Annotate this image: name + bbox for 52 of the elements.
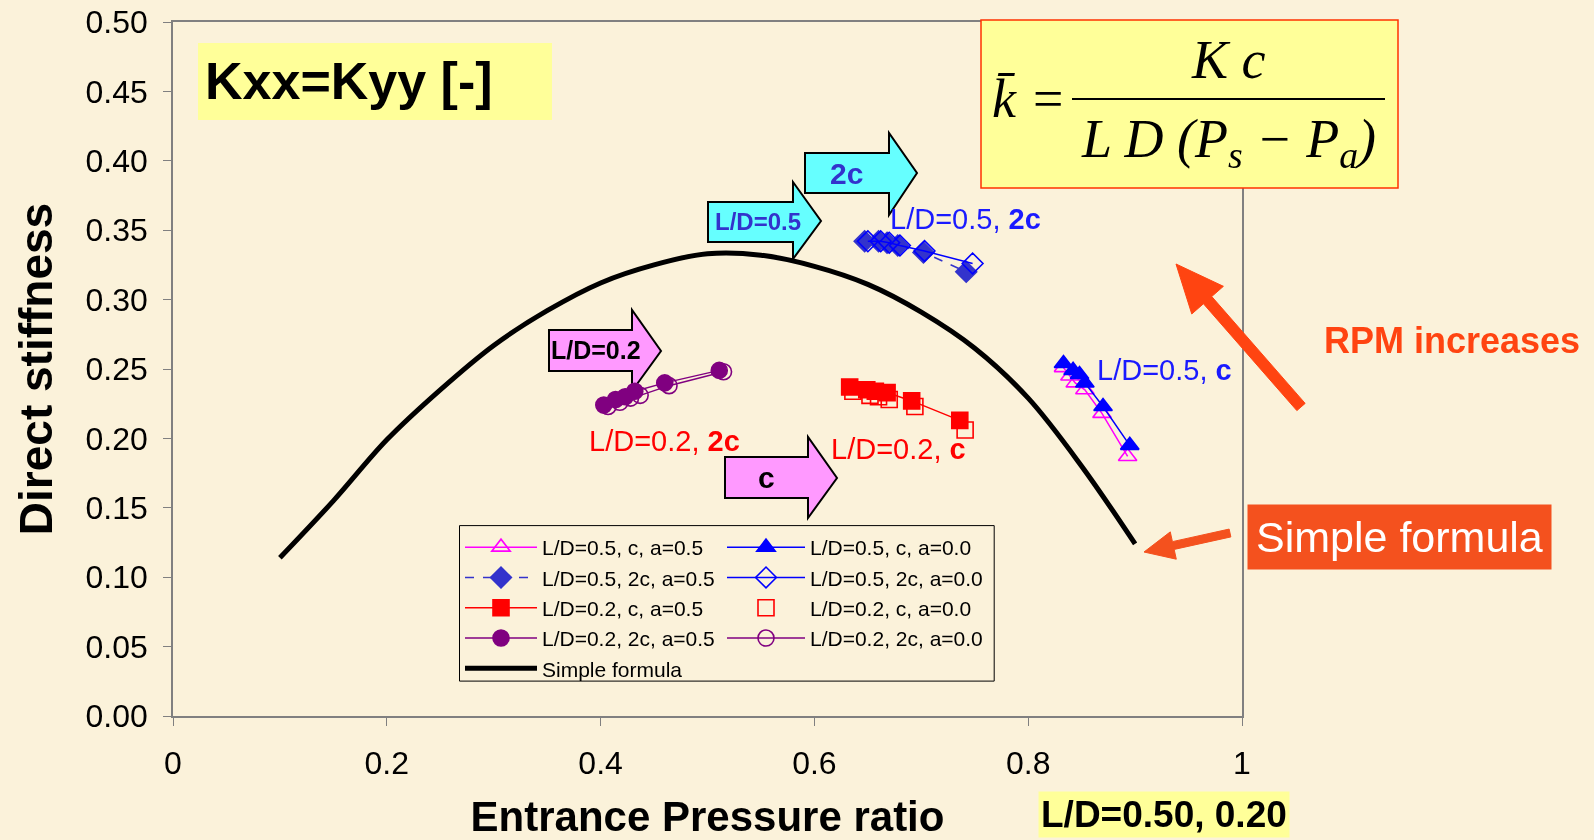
- annotation: L D (P$_{s}$ − P$_{a}$): [1081, 109, 1377, 177]
- y-tick-label: 0.05: [85, 628, 148, 665]
- x-tick-label: 1: [1233, 745, 1251, 782]
- legend-label: L/D=0.2, 2c, a=0.0: [810, 627, 983, 651]
- annotation: L/D=0.5, c: [1097, 354, 1232, 386]
- legend-label: L/D=0.2, c, a=0.5: [542, 596, 704, 620]
- annotation: 2c: [830, 157, 864, 190]
- text: Simple formula: [1256, 513, 1543, 561]
- point: [660, 376, 678, 395]
- y-tick-label: 0.50: [85, 4, 148, 41]
- y-tick-label: 0.45: [85, 73, 148, 110]
- y-tick-label: 0.40: [85, 143, 148, 179]
- annotation: k̄ =: [992, 69, 1066, 129]
- x-tick-label: 0.4: [578, 745, 623, 782]
- x-axis-title: Entrance Pressure ratio: [470, 793, 945, 840]
- point: [906, 397, 924, 416]
- legend-label: L/D=0.5, 2c, a=0.5: [542, 566, 715, 590]
- annotation: L/D=0.2: [551, 336, 641, 364]
- legend-label: L/D=0.5, c, a=0.5: [542, 536, 704, 560]
- point: [1117, 447, 1138, 462]
- text: RPM increases: [1324, 320, 1581, 361]
- text: L/D=0.50, 0.20: [1041, 794, 1287, 835]
- legend-label: L/D=0.5, 2c, a=0.0: [810, 566, 983, 590]
- y-tick-label: 0.20: [85, 420, 148, 457]
- annotation: K c: [1191, 30, 1266, 90]
- y-tick-label: 0.35: [85, 212, 148, 249]
- legend-label: Simple formula: [542, 657, 683, 681]
- y-tick-label: 0.15: [85, 490, 148, 526]
- legend-label: L/D=0.5, c, a=0.0: [810, 536, 972, 560]
- annotation: c: [758, 461, 775, 494]
- x-tick-label: 0.6: [792, 745, 837, 782]
- legend-label: L/D=0.2, 2c, a=0.5: [542, 627, 715, 651]
- annotation: L/D=0.5: [715, 208, 802, 235]
- x-tick-label: 0.2: [364, 745, 410, 782]
- annotation: L/D=0.2, c: [831, 433, 966, 465]
- y-tick-label: 0.00: [85, 698, 148, 735]
- y-axis-title: Direct stiffness: [10, 202, 63, 536]
- point: [956, 421, 974, 439]
- legend-label: L/D=0.2, c, a=0.0: [810, 596, 972, 620]
- text: Kxx=Kyy [-]: [205, 52, 493, 111]
- point: [961, 252, 984, 275]
- point: [631, 386, 649, 405]
- y-tick-label: 0.10: [85, 559, 148, 596]
- x-tick-label: 0: [164, 745, 182, 782]
- x-tick-label: 0.8: [1005, 745, 1051, 782]
- y-tick-label: 0.25: [85, 351, 148, 388]
- y-tick-label: 0.30: [85, 281, 148, 318]
- annotation: L/D=0.5, 2c: [890, 203, 1041, 235]
- point: [1119, 436, 1140, 451]
- point: [880, 390, 899, 409]
- point: [1053, 354, 1074, 369]
- annotation: L/D=0.2, 2c: [589, 425, 740, 457]
